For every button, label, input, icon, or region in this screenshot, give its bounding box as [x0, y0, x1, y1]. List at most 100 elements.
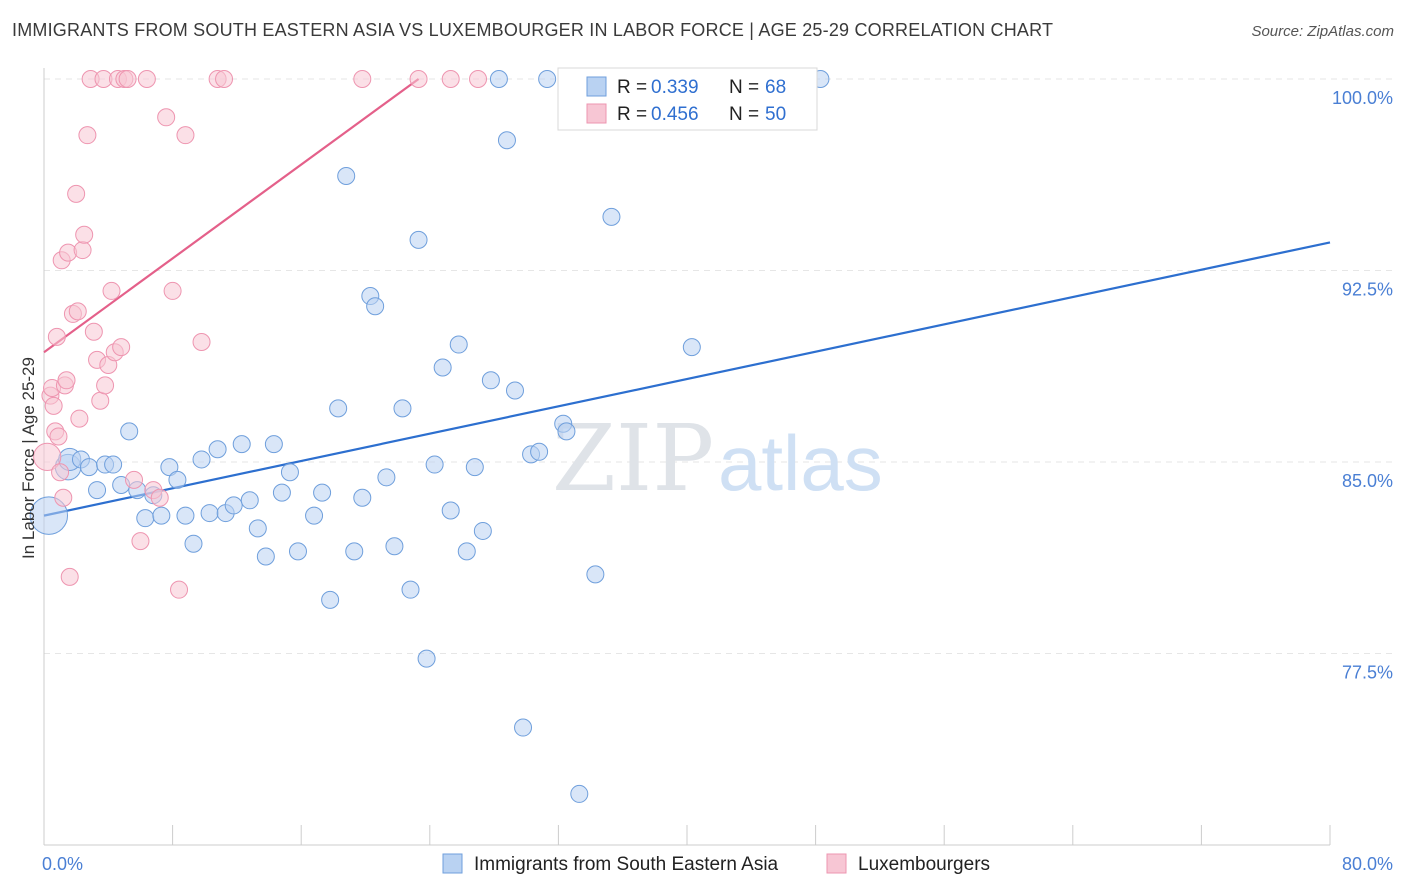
y-tick-label: 77.5%: [1342, 663, 1393, 683]
sea-point: [29, 496, 69, 535]
sea-point: [505, 381, 524, 400]
legend-swatch: [586, 103, 607, 124]
luxembourger-point: [54, 488, 73, 507]
luxembourger-point: [441, 70, 460, 88]
sea-point: [586, 565, 605, 584]
sea-point: [288, 542, 307, 561]
sea-point: [514, 718, 533, 737]
sea-point: [465, 458, 484, 477]
gridlines: [44, 78, 1395, 654]
series-legend-swatch: [826, 853, 847, 874]
sea-point: [401, 580, 420, 599]
legend-n-label: N =: [729, 77, 759, 98]
sea-point: [272, 483, 291, 502]
sea-point: [489, 70, 508, 88]
luxembourger-point: [469, 70, 488, 88]
series-legend-label: Immigrants from South Eastern Asia: [474, 854, 779, 875]
luxembourger-point: [192, 332, 211, 351]
sea-point: [538, 70, 557, 88]
sea-point: [530, 442, 549, 461]
legend-swatch: [586, 76, 607, 97]
luxembourger-point: [67, 184, 86, 203]
data-points: [29, 70, 830, 803]
luxembourger-point: [353, 70, 372, 88]
sea-point: [208, 440, 227, 459]
sea-point: [224, 496, 243, 515]
x-tick-label: 80.0%: [1342, 854, 1393, 874]
sea-point: [184, 534, 203, 553]
sea-point: [280, 463, 299, 482]
y-tick-labels: 100.0% 92.5% 85.0% 77.5%: [1332, 88, 1393, 683]
sea-point: [457, 542, 476, 561]
sea-point: [232, 435, 251, 454]
x-tick-labels: 0.0% 80.0%: [42, 854, 1393, 874]
sea-point: [136, 509, 155, 528]
legend-r-value: 0.456: [651, 104, 699, 125]
watermark-zip: ZIP: [552, 405, 714, 512]
sea-point: [409, 230, 428, 249]
legend-r-label: R =: [617, 104, 647, 125]
series-legend-swatch: [442, 853, 463, 874]
y-axis-label: In Labor Force | Age 25-29: [19, 357, 38, 559]
trend-lines: [43, 78, 1331, 517]
series-legend: Immigrants from South Eastern Asia Luxemb…: [442, 853, 990, 875]
y-tick-label: 85.0%: [1342, 471, 1393, 491]
y-tick-label: 100.0%: [1332, 88, 1393, 108]
luxembourger-point: [215, 70, 234, 88]
sea-point: [682, 338, 701, 357]
luxembourger-point: [33, 442, 62, 471]
sea-trend-line: [43, 241, 1331, 517]
luxembourger-point: [157, 108, 176, 127]
sea-point: [313, 483, 332, 502]
sea-point: [366, 297, 385, 316]
sea-point: [353, 488, 372, 507]
sea-point: [160, 458, 179, 477]
luxembourger-point: [57, 371, 76, 390]
legend-n-value: 68: [765, 77, 786, 98]
sea-point: [497, 131, 516, 150]
luxembourger-point: [118, 70, 137, 88]
sea-point: [473, 521, 492, 540]
luxembourger-point: [44, 396, 63, 415]
sea-point: [481, 371, 500, 390]
sea-point: [264, 435, 283, 454]
sea-point: [433, 358, 452, 377]
luxembourger-point: [150, 488, 169, 507]
sea-point: [152, 506, 171, 525]
chart-title: IMMIGRANTS FROM SOUTH EASTERN ASIA VS LU…: [12, 20, 1054, 40]
sea-point: [176, 506, 195, 525]
legend-n-value: 50: [765, 104, 786, 125]
sea-point: [321, 590, 340, 609]
sea-point: [104, 455, 123, 474]
luxembourger-point: [163, 281, 182, 300]
sea-point: [425, 455, 444, 474]
sea-point: [449, 335, 468, 354]
luxembourger-point: [125, 470, 144, 489]
sea-point: [305, 506, 324, 525]
luxembourger-trend-line: [43, 78, 420, 354]
luxembourger-point: [84, 322, 103, 341]
sea-point: [88, 481, 107, 500]
luxembourger-point: [91, 391, 110, 410]
luxembourger-point: [68, 302, 87, 321]
sea-point: [345, 542, 364, 561]
sea-point: [557, 422, 576, 441]
luxembourger-point: [60, 567, 79, 586]
sea-point: [393, 399, 412, 418]
series-legend-label: Luxembourgers: [858, 854, 990, 875]
sea-point: [200, 504, 219, 523]
luxembourger-point: [73, 241, 92, 260]
sea-point: [120, 422, 139, 441]
luxembourger-point: [170, 580, 189, 599]
correlation-legend: R = 0.339 N = 68 R = 0.456 N = 50: [557, 67, 818, 131]
sea-point: [570, 784, 589, 803]
legend-r-label: R =: [617, 77, 647, 98]
sea-point: [240, 491, 259, 510]
watermark-atlas: atlas: [718, 419, 883, 507]
luxembourger-point: [51, 463, 70, 482]
x-tick-label: 0.0%: [42, 854, 83, 874]
watermark: ZIP atlas: [552, 405, 883, 512]
sea-point: [80, 458, 99, 477]
legend-n-label: N =: [729, 104, 759, 125]
